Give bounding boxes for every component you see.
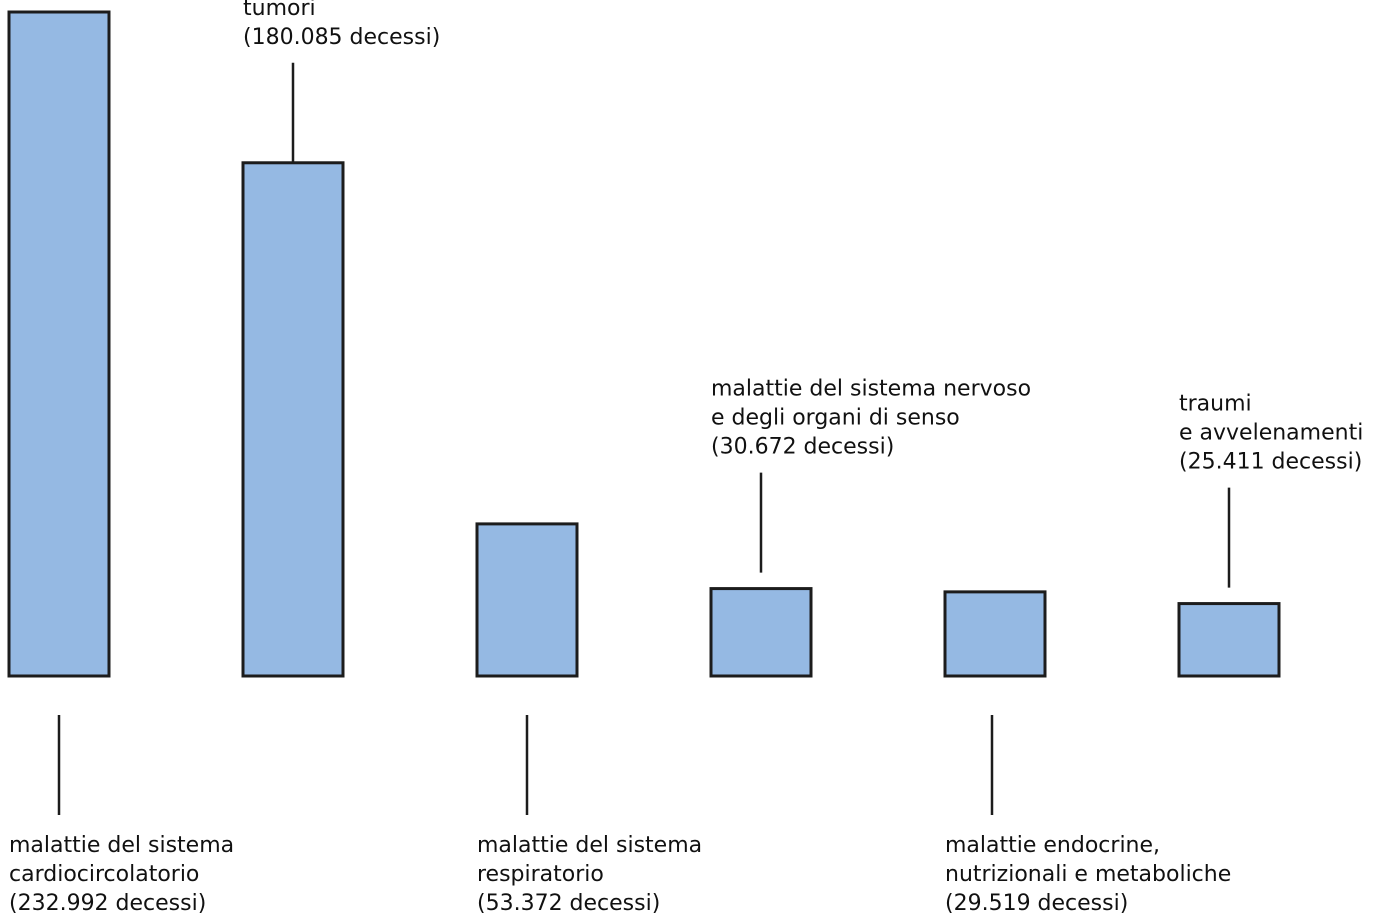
- bar-label-2-line-2: (180.085 decessi): [243, 25, 440, 50]
- bar-2: [241, 161, 345, 678]
- bar-label-6-line-2: e avvelenamenti: [1179, 421, 1363, 446]
- bar-label-6-line-1: traumi: [1179, 392, 1252, 417]
- bar-label-5-line-2: nutrizionali e metaboliche: [945, 862, 1231, 887]
- bar-label-3-line-2: respiratorio: [477, 862, 604, 887]
- bar-label-1-line-3: (232.992 decessi): [9, 891, 206, 916]
- bar-6: [1177, 602, 1281, 678]
- bar-1: [7, 10, 111, 678]
- bar-label-5-line-3: (29.519 decessi): [945, 891, 1128, 916]
- bar-label-6-line-3: (25.411 decessi): [1179, 450, 1362, 475]
- bar-label-4-line-3: (30.672 decessi): [711, 435, 894, 460]
- bar-5: [943, 590, 1047, 678]
- bar-label-4-line-1: malattie del sistema nervoso: [711, 377, 1031, 402]
- bar-label-1-line-1: malattie del sistema: [9, 833, 234, 858]
- bar-label-3-line-3: (53.372 decessi): [477, 891, 660, 916]
- bar-label-5-line-1: malattie endocrine,: [945, 833, 1160, 858]
- bar-label-1-line-2: cardiocircolatorio: [9, 862, 199, 887]
- bar-3: [475, 522, 579, 678]
- bar-4: [709, 587, 813, 678]
- bar-label-3-line-1: malattie del sistema: [477, 833, 702, 858]
- bar-label-2-line-1: tumori: [243, 0, 316, 21]
- bar-label-4-line-2: e degli organi di senso: [711, 406, 960, 431]
